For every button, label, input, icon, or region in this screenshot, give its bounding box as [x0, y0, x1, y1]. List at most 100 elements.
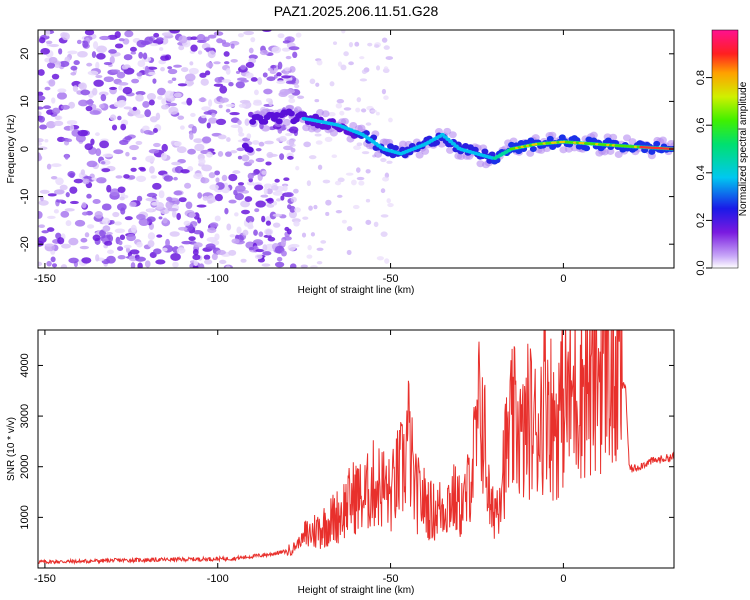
heatmap-cell: [47, 215, 56, 220]
heatmap-cell: [103, 61, 113, 66]
heatmap-cell: [91, 51, 97, 59]
heatmap-cell: [327, 111, 336, 117]
heatmap-cell: [384, 258, 390, 264]
heatmap-cell: [337, 61, 343, 67]
heatmap-cell: [295, 165, 300, 171]
heatmap-cell: [385, 56, 394, 60]
heatmap-cell: [200, 177, 210, 184]
heatmap-cell: [266, 203, 275, 208]
heatmap-cell: [171, 161, 182, 166]
heatmap-cell: [421, 147, 430, 155]
heatmap-cell: [193, 138, 203, 144]
heatmap-cell: [237, 155, 243, 160]
heatmap-cell: [39, 189, 50, 194]
heatmap-cell: [192, 254, 201, 261]
heatmap-cell: [205, 62, 214, 68]
heatmap-cell: [171, 210, 177, 218]
heatmap-cell: [252, 140, 260, 145]
heatmap-cell: [158, 190, 165, 199]
spectrogram-ylabel: Frequency (Hz): [6, 115, 17, 184]
heatmap-cell: [90, 138, 95, 146]
heatmap-cell: [178, 197, 187, 203]
heatmap-cell: [124, 30, 134, 38]
heatmap-cell: [171, 77, 177, 81]
heatmap-cell: [173, 176, 178, 181]
heatmap-cell: [54, 115, 63, 120]
heatmap-cell: [146, 216, 156, 223]
heatmap-cell: [64, 153, 69, 160]
heatmap-cell: [383, 66, 389, 71]
heatmap-cell: [155, 112, 161, 121]
heatmap-cell: [359, 56, 365, 60]
heatmap-cell: [658, 136, 667, 144]
heatmap-cell: [86, 224, 95, 229]
heatmap-cell: [38, 91, 44, 96]
heatmap-cell: [214, 193, 223, 202]
heatmap-cell: [281, 75, 292, 79]
heatmap-cell: [218, 104, 223, 109]
heatmap-cell: [117, 82, 129, 86]
heatmap-cell: [123, 174, 130, 179]
heatmap-cell: [193, 260, 198, 267]
heatmap-cell: [123, 244, 132, 249]
heatmap-cell: [197, 50, 203, 55]
spectrogram-ytick-label: 20: [19, 48, 31, 60]
heatmap-cell: [216, 38, 223, 44]
heatmap-cell: [343, 51, 349, 57]
heatmap-cell: [340, 64, 347, 71]
heatmap-cell: [258, 231, 264, 237]
heatmap-cell: [329, 129, 338, 137]
heatmap-cell: [111, 69, 121, 73]
heatmap-cell: [261, 215, 266, 223]
heatmap-cell: [139, 167, 146, 172]
heatmap-cell: [101, 203, 112, 211]
heatmap-cell: [87, 70, 99, 76]
heatmap-cell: [41, 230, 49, 234]
heatmap-cell: [247, 172, 254, 180]
heatmap-cell: [106, 255, 116, 264]
heatmap-cell: [293, 188, 299, 194]
heatmap-cell: [221, 79, 232, 83]
spectrogram-xlabel: Height of straight line (km): [298, 285, 415, 296]
heatmap-cell: [184, 182, 192, 189]
heatmap-cell: [219, 97, 229, 103]
heatmap-cell: [144, 260, 151, 268]
heatmap-cell: [176, 247, 186, 254]
heatmap-cell: [57, 88, 67, 93]
heatmap-cell: [136, 241, 143, 248]
chart-title: PAZ1.2025.206.11.51.G28: [274, 3, 439, 19]
heatmap-cell: [173, 64, 182, 68]
heatmap-cell: [158, 216, 163, 220]
heatmap-cell: [51, 97, 56, 104]
heatmap-cell: [81, 257, 92, 264]
heatmap-cell: [96, 177, 107, 184]
heatmap-cell: [164, 90, 175, 99]
heatmap-cell: [208, 172, 216, 179]
heatmap-cell: [217, 151, 224, 157]
snr-xtick-label: -50: [383, 573, 399, 585]
heatmap-cell: [103, 76, 114, 83]
heatmap-cell: [207, 99, 213, 107]
heatmap-cell: [81, 211, 89, 216]
heatmap-cell: [306, 180, 312, 187]
heatmap-cell: [283, 145, 293, 151]
heatmap-cell: [229, 112, 240, 116]
heatmap-cell: [213, 83, 224, 87]
heatmap-cell: [127, 175, 136, 180]
heatmap-cell: [96, 45, 107, 53]
heatmap-cell: [367, 42, 373, 47]
heatmap-cell: [225, 103, 236, 108]
heatmap-cell: [226, 223, 232, 231]
heatmap-cell: [136, 195, 143, 202]
heatmap-cell: [44, 138, 49, 143]
heatmap-cell: [129, 201, 137, 207]
heatmap-cell: [277, 61, 283, 70]
heatmap-cell: [51, 73, 60, 80]
snr-ytick-label: 2000: [19, 454, 31, 478]
heatmap-cell: [160, 152, 168, 160]
heatmap-cell: [239, 99, 251, 104]
heatmap-cell: [234, 193, 244, 201]
heatmap-cell: [255, 200, 266, 208]
heatmap-cell: [246, 133, 252, 139]
